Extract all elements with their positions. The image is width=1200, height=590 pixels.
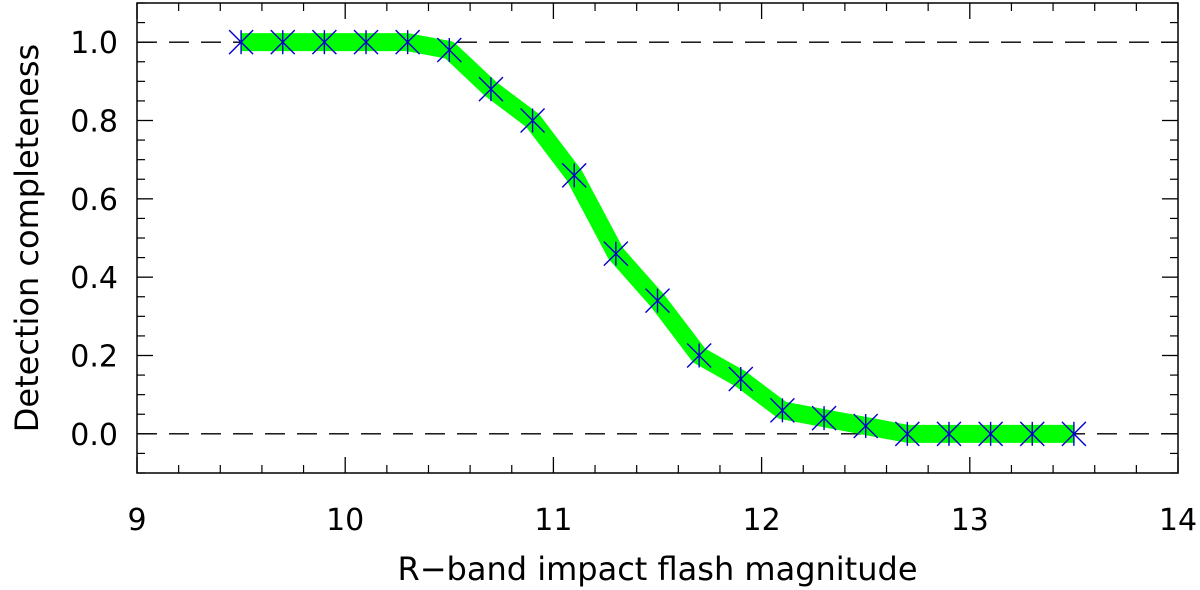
y-tick-label: 0.0 [70,418,118,453]
x-tick-label: 9 [127,503,146,538]
x-axis-label: R−band impact flash magnitude [397,550,917,588]
y-axis-label: Detection completeness [8,44,46,432]
data-point-marker [353,29,379,55]
y-tick-label: 1.0 [70,26,118,61]
y-tick-label: 0.8 [70,105,118,140]
y-tick-label: 0.4 [70,261,118,296]
series-line [241,33,1074,443]
x-tick-label: 14 [1159,503,1197,538]
data-point-marker [936,421,962,447]
data-point-marker [728,366,754,392]
data-point-marker [1061,421,1087,447]
data-point-marker [894,421,920,447]
data-point-marker [561,162,587,188]
data-point-marker [769,397,795,423]
x-tick-label: 10 [326,503,364,538]
data-point-marker [395,29,421,55]
data-point-marker [270,29,296,55]
plot-frame [136,2,1179,474]
data-point-marker [228,29,254,55]
x-tick-label: 12 [743,503,781,538]
data-point-marker [478,76,504,102]
data-point-marker [436,37,462,63]
reference-lines [137,41,1178,435]
y-tick-label: 0.6 [70,183,118,218]
y-tick-labels: 0.0 0.2 0.4 0.6 0.8 1.0 [70,26,118,453]
series-line-group [241,33,1074,443]
data-point-marker [645,288,670,314]
data-point-marker [311,29,337,55]
data-point-marker [520,108,546,133]
data-point-marker [603,241,629,267]
data-point-marker [978,421,1004,447]
x-tick-labels: 9 10 11 12 13 14 [127,503,1197,538]
x-tick-label: 11 [534,503,572,538]
x-tick-label: 13 [951,503,989,538]
axis-ticks [136,2,1179,474]
data-point-marker [1019,421,1045,447]
data-point-marker [853,413,879,439]
data-markers [228,29,1087,447]
data-point-marker [811,405,837,431]
y-tick-label: 0.2 [70,340,118,375]
data-point-marker [686,343,712,368]
